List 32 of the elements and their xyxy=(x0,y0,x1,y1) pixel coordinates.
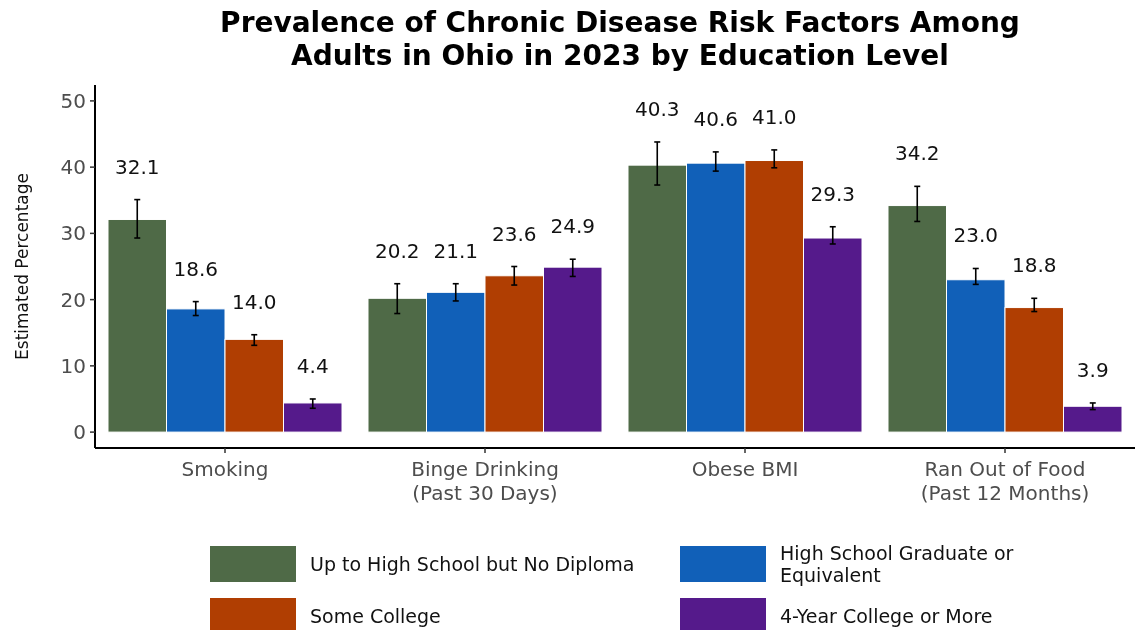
y-tick-label: 30 xyxy=(60,221,86,246)
data-label: 40.3 xyxy=(634,96,680,121)
data-label: 20.2 xyxy=(374,238,420,263)
data-label: 40.6 xyxy=(693,106,739,131)
data-label: 14.0 xyxy=(231,289,277,314)
y-tick-label: 10 xyxy=(60,353,86,378)
data-label: 23.0 xyxy=(953,223,999,248)
data-label: 18.6 xyxy=(173,256,219,281)
data-label: 32.1 xyxy=(114,154,160,179)
legend-label: Up to High School but No Diploma xyxy=(310,553,635,575)
data-label: 23.6 xyxy=(491,221,537,246)
data-label: 3.9 xyxy=(1076,357,1109,382)
data-label: 18.8 xyxy=(1011,253,1057,278)
x-tick-label: Ran Out of Food (Past 12 Months) xyxy=(920,457,1090,505)
legend-label: 4-Year College or More xyxy=(780,605,993,627)
data-label: 34.2 xyxy=(894,141,940,166)
legend-label: High School Graduate or Equivalent xyxy=(780,542,1014,586)
data-label: 24.9 xyxy=(550,214,596,239)
legend-label: Some College xyxy=(310,605,441,627)
y-tick-label: 50 xyxy=(60,88,86,113)
data-label: 41.0 xyxy=(751,104,797,129)
y-tick-label: 40 xyxy=(60,155,86,180)
y-tick-label: 0 xyxy=(73,420,86,445)
data-label: 4.4 xyxy=(296,353,329,378)
y-axis-title: Estimated Percentage xyxy=(12,173,32,360)
chart-title: Prevalence of Chronic Disease Risk Factors Among Adults in Ohio in 2023 by Education Level xyxy=(220,6,1020,72)
x-tick-label: Obese BMI xyxy=(691,457,799,481)
y-tick-label: 20 xyxy=(60,287,86,312)
x-tick-label: Binge Drinking (Past 30 Days) xyxy=(411,457,559,505)
data-label: 21.1 xyxy=(433,238,479,263)
x-tick-label: Smoking xyxy=(181,457,269,481)
data-label: 29.3 xyxy=(810,181,856,206)
